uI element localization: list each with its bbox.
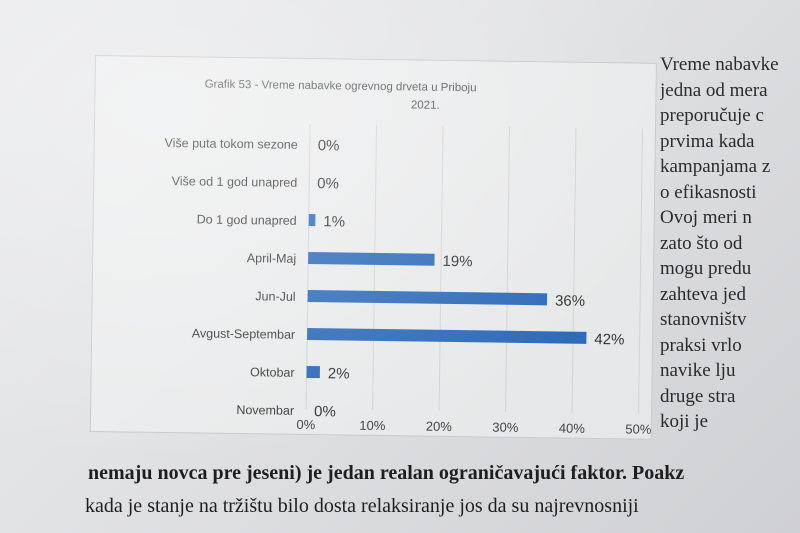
- category-label: Avgust-Septembar: [192, 326, 295, 341]
- bar: [306, 365, 320, 379]
- bar: [307, 289, 548, 306]
- body-text-line-2: kada je stanje na tržištu bilo dosta rel…: [85, 495, 639, 517]
- data-label: 0%: [317, 175, 339, 192]
- gridline: [505, 126, 511, 412]
- bar: [308, 214, 316, 227]
- gridline: [438, 125, 444, 411]
- side-text-line: praksi vrlo: [660, 334, 742, 356]
- side-text-line: zato što od: [660, 232, 743, 254]
- category-label: Novembar: [236, 403, 294, 418]
- bar-chart: Grafik 53 - Vreme nabavke ogrevnog drvet…: [164, 79, 652, 437]
- x-tick-label: 40%: [559, 421, 586, 436]
- x-tick-label: 20%: [426, 419, 453, 434]
- data-label: 0%: [318, 137, 340, 154]
- side-text-line: preporučuje c: [660, 105, 764, 126]
- gridline: [571, 127, 577, 413]
- body-text-line-1: nemaju novca pre jeseni) je jedan realan…: [88, 462, 685, 484]
- category-label: Do 1 god unapred: [197, 212, 297, 227]
- data-label: 1%: [323, 213, 345, 230]
- side-text-line: druge stra: [660, 385, 736, 407]
- data-label: 36%: [555, 292, 585, 309]
- side-text-line: o efikasnosti: [660, 181, 757, 203]
- category-label: Jun-Jul: [255, 289, 295, 304]
- chart-title: Grafik 53 - Vreme nabavke ogrevnog drvet…: [205, 79, 477, 95]
- side-text-line: navike lju: [660, 360, 736, 381]
- side-paragraph: Vreme nabavke jedna od mera preporučuje c p…: [660, 52, 800, 435]
- gridline: [305, 124, 311, 409]
- data-label: 19%: [442, 253, 472, 270]
- gridline: [638, 128, 644, 414]
- x-tick-label: 10%: [359, 418, 386, 433]
- side-text-line: Vreme nabavke: [660, 54, 779, 75]
- x-tick-label: 50%: [625, 421, 652, 436]
- bar: [308, 251, 435, 266]
- x-tick-label: 30%: [492, 420, 519, 435]
- side-text-line: mogu predu: [660, 258, 752, 279]
- category-label: Oktobar: [250, 365, 295, 380]
- side-text-line: koji je: [660, 411, 709, 432]
- bar: [307, 327, 587, 344]
- chart-frame: Grafik 53 - Vreme nabavke ogrevnog drvet…: [89, 55, 657, 440]
- gridline: [372, 124, 378, 410]
- x-tick-label: 0%: [296, 417, 315, 432]
- side-text-line: jedna od mera: [660, 79, 768, 101]
- data-label: 0%: [314, 403, 336, 420]
- side-text-line: Ovoj meri n: [660, 207, 752, 228]
- category-label: Više puta tokom sezone: [164, 136, 297, 152]
- side-text-line: zahteva jed: [660, 283, 746, 305]
- side-text-line: prvima kada: [660, 130, 755, 152]
- category-label: April-Maj: [247, 251, 297, 266]
- category-label: Više od 1 god unapred: [172, 174, 298, 190]
- side-text-line: kampanjama z: [660, 156, 771, 177]
- chart-title-year: 2021.: [411, 99, 440, 111]
- data-label: 42%: [594, 331, 624, 348]
- side-text-line: stanovništv: [660, 309, 747, 330]
- data-label: 2%: [328, 365, 350, 382]
